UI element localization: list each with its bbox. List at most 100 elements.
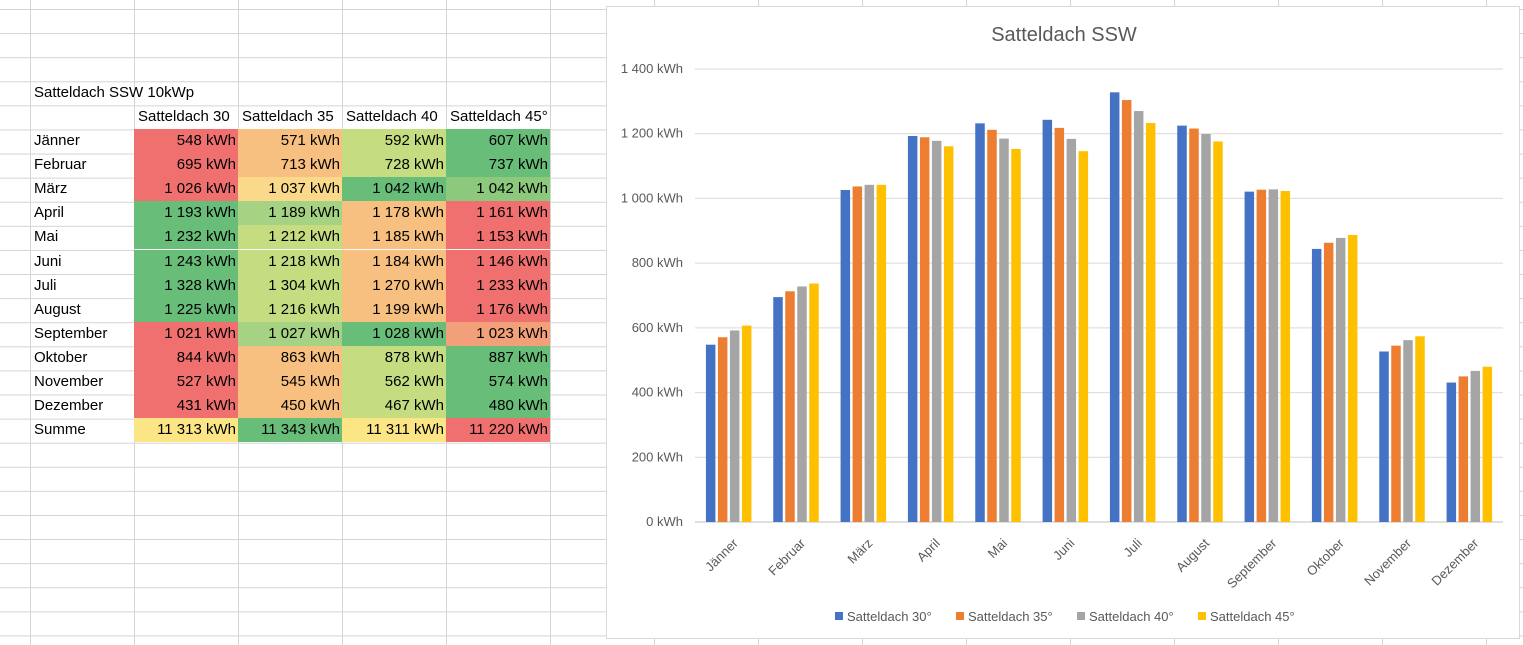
table-cell[interactable]: 1 270 kWh (342, 273, 446, 298)
table-cell[interactable]: 1 176 kWh (446, 297, 550, 322)
row-label[interactable]: Summe (34, 421, 86, 439)
table-cell[interactable]: 431 kWh (134, 394, 238, 419)
row-label[interactable]: Juli (34, 276, 57, 294)
table-cell[interactable]: 11 343 kWh (238, 418, 342, 443)
table-cell[interactable]: 1 218 kWh (238, 249, 342, 274)
bar (840, 190, 851, 522)
bar (999, 138, 1009, 522)
table-cell[interactable]: 1 304 kWh (238, 273, 342, 298)
y-tick-label: 800 kWh (632, 255, 683, 270)
row-label[interactable]: April (34, 204, 65, 222)
table-cell[interactable]: 607 kWh (446, 129, 550, 153)
table-cell[interactable]: 11 311 kWh (342, 418, 446, 443)
bar (1011, 148, 1021, 522)
y-axis-ticks: 0 kWh 200 kWh 400 kWh 600 kWh 800 kWh 1 000 k… (621, 61, 683, 529)
row-label[interactable]: Februar (34, 156, 87, 174)
gridlines (695, 68, 1503, 523)
bar (705, 344, 716, 522)
table-cell[interactable]: 1 184 kWh (342, 249, 446, 274)
x-tick-label: März (844, 536, 875, 567)
row-label[interactable]: Jänner (34, 132, 80, 149)
bar (1054, 127, 1065, 522)
row-label[interactable]: Oktober (34, 348, 88, 366)
table-cell[interactable]: 1 328 kWh (134, 273, 238, 298)
table-cell[interactable]: 1 232 kWh (134, 225, 238, 250)
table-cell[interactable]: 728 kWh (342, 153, 446, 178)
y-tick-label: 200 kWh (632, 449, 683, 464)
bar (785, 291, 795, 522)
chart-legend: Satteldach 30° Satteldach 35° Satteldach 4… (835, 609, 1295, 624)
row-label[interactable]: Juni (34, 252, 62, 270)
table-cell[interactable]: 1 027 kWh (238, 321, 342, 346)
table-cell[interactable]: 571 kWh (238, 129, 342, 153)
row-label[interactable]: November (34, 373, 104, 390)
table-cell[interactable]: 1 243 kWh (134, 249, 238, 274)
table-cell[interactable]: 527 kWh (134, 370, 238, 394)
chart-container[interactable]: Satteldach SSW 0 kWh 200 kWh 400 kWh 600 kW… (606, 6, 1520, 639)
x-tick-label: Februar (765, 535, 808, 578)
table-cell[interactable]: 1 225 kWh (134, 297, 238, 322)
bar-chart: Satteldach SSW 0 kWh 200 kWh 400 kWh 600 kW… (621, 24, 1503, 624)
table-cell[interactable]: 1 028 kWh (342, 321, 446, 346)
table-cell[interactable]: 545 kWh (238, 370, 342, 394)
row-label[interactable]: Dezember (34, 397, 104, 415)
row-label[interactable]: September (34, 324, 108, 342)
table-cell[interactable]: 1 212 kWh (238, 225, 342, 250)
table-cell[interactable]: 548 kWh (134, 129, 238, 153)
table-cell[interactable]: 1 026 kWh (134, 177, 238, 202)
table-cell[interactable]: 863 kWh (238, 345, 342, 370)
table-cell[interactable]: 450 kWh (238, 394, 342, 419)
x-tick-label: April (914, 535, 943, 564)
table-cell[interactable]: 1 178 kWh (342, 201, 446, 226)
bar (809, 283, 819, 522)
legend-swatch (1077, 612, 1085, 620)
table-cell[interactable]: 737 kWh (446, 153, 550, 178)
table-cell[interactable]: 1 189 kWh (238, 201, 342, 226)
legend-label: Satteldach 45° (1210, 609, 1295, 624)
table-cell[interactable]: 878 kWh (342, 345, 446, 370)
row-label[interactable]: März (34, 180, 68, 198)
bar (1244, 191, 1255, 522)
table-cell[interactable]: 1 146 kWh (446, 249, 550, 274)
bar (1391, 345, 1401, 522)
table-cell[interactable]: 1 199 kWh (342, 297, 446, 322)
table-cell[interactable]: 1 193 kWh (134, 201, 238, 226)
table-cell[interactable]: 11 220 kWh (446, 418, 550, 443)
x-tick-label: September (1224, 535, 1280, 591)
table-cell[interactable]: 695 kWh (134, 153, 238, 178)
bar (1347, 234, 1358, 523)
table-cell[interactable]: 574 kWh (446, 370, 550, 394)
column-header[interactable]: Satteldach 30 (138, 108, 230, 125)
table-cell[interactable]: 480 kWh (446, 394, 550, 419)
table-cell[interactable]: 844 kWh (134, 345, 238, 370)
row-label[interactable]: August (34, 300, 81, 318)
table-cell[interactable]: 1 233 kWh (446, 273, 550, 298)
table-cell[interactable]: 562 kWh (342, 370, 446, 394)
table-cell[interactable]: 1 153 kWh (446, 225, 550, 250)
table-cell[interactable]: 1 042 kWh (446, 177, 550, 202)
row-label[interactable]: Mai (34, 228, 59, 246)
bar (1145, 123, 1156, 522)
table-cell[interactable]: 1 185 kWh (342, 225, 446, 250)
table-cell[interactable]: 1 021 kWh (134, 321, 238, 346)
bar (1133, 111, 1144, 523)
table-cell[interactable]: 1 042 kWh (342, 177, 446, 202)
bar (1189, 128, 1199, 522)
bar (1066, 138, 1077, 523)
table-cell[interactable]: 1 037 kWh (238, 177, 342, 202)
table-cell[interactable]: 11 313 kWh (134, 418, 238, 443)
bar (797, 286, 807, 522)
column-header[interactable]: Satteldach 40 (346, 108, 438, 125)
table-cell[interactable]: 887 kWh (446, 345, 550, 370)
table-cell[interactable]: 1 216 kWh (238, 297, 342, 322)
table-title[interactable]: Satteldach SSW 10kWp (34, 84, 195, 101)
table-cell[interactable]: 1 161 kWh (446, 201, 550, 226)
table-cell[interactable]: 713 kWh (238, 153, 342, 178)
table-cell[interactable]: 592 kWh (342, 129, 446, 153)
column-header[interactable]: Satteldach 35 (242, 108, 334, 125)
table-cell[interactable]: 1 023 kWh (446, 321, 550, 346)
bar (1446, 382, 1457, 522)
y-tick-label: 0 kWh (646, 514, 683, 529)
table-cell[interactable]: 467 kWh (342, 394, 446, 419)
column-header[interactable]: Satteldach 45° (450, 108, 548, 125)
